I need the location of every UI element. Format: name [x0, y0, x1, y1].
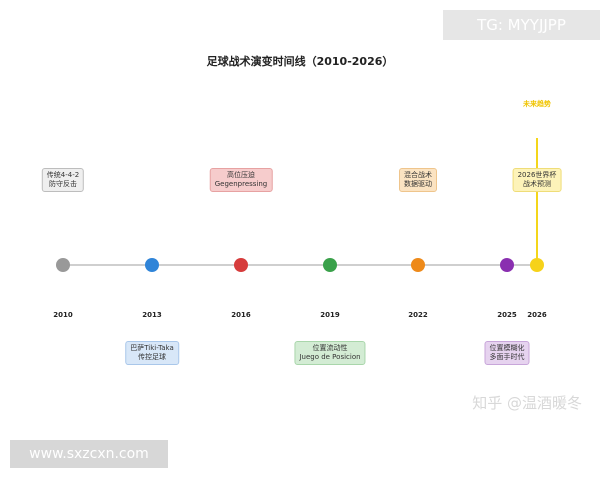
event-dot-2010 — [56, 258, 70, 272]
timeline-axis — [63, 264, 537, 266]
event-year-2013: 2013 — [142, 311, 162, 319]
event-dot-2019 — [323, 258, 337, 272]
event-label-2025: 位置模糊化 多面手时代 — [484, 341, 530, 365]
event-label-2016: 高位压迫 Gegenpressing — [209, 168, 273, 192]
event-dot-2022 — [411, 258, 425, 272]
page-title: 足球战术演变时间线（2010-2026） — [206, 55, 394, 68]
event-dot-2026 — [530, 258, 544, 272]
event-dot-2016 — [234, 258, 248, 272]
event-label-2026: 2026世界杯 战术预测 — [512, 168, 562, 192]
event-year-2026: 2026 — [527, 311, 547, 319]
site-watermark: www.sxzcxn.com — [10, 440, 168, 468]
event-label-2022: 混合战术 数据驱动 — [399, 168, 437, 192]
zhihu-watermark: 知乎 @温酒暖冬 — [472, 394, 582, 412]
event-year-2025: 2025 — [497, 311, 517, 319]
event-year-2022: 2022 — [408, 311, 428, 319]
event-label-2019: 位置流动性 Juego de Posicion — [294, 341, 366, 365]
event-dot-2013 — [145, 258, 159, 272]
event-year-2019: 2019 — [320, 311, 340, 319]
event-label-2010: 传统4-4-2 防守反击 — [41, 168, 85, 192]
event-year-2016: 2016 — [231, 311, 251, 319]
event-label-2013: 巴萨Tiki-Taka 传控足球 — [125, 341, 179, 365]
event-dot-2025 — [500, 258, 514, 272]
event-year-2010: 2010 — [53, 311, 73, 319]
future-trend-line — [536, 138, 538, 265]
future-trend-label: 未来趋势 — [523, 100, 551, 108]
tg-watermark: TG: MYYJJPP — [443, 10, 600, 40]
